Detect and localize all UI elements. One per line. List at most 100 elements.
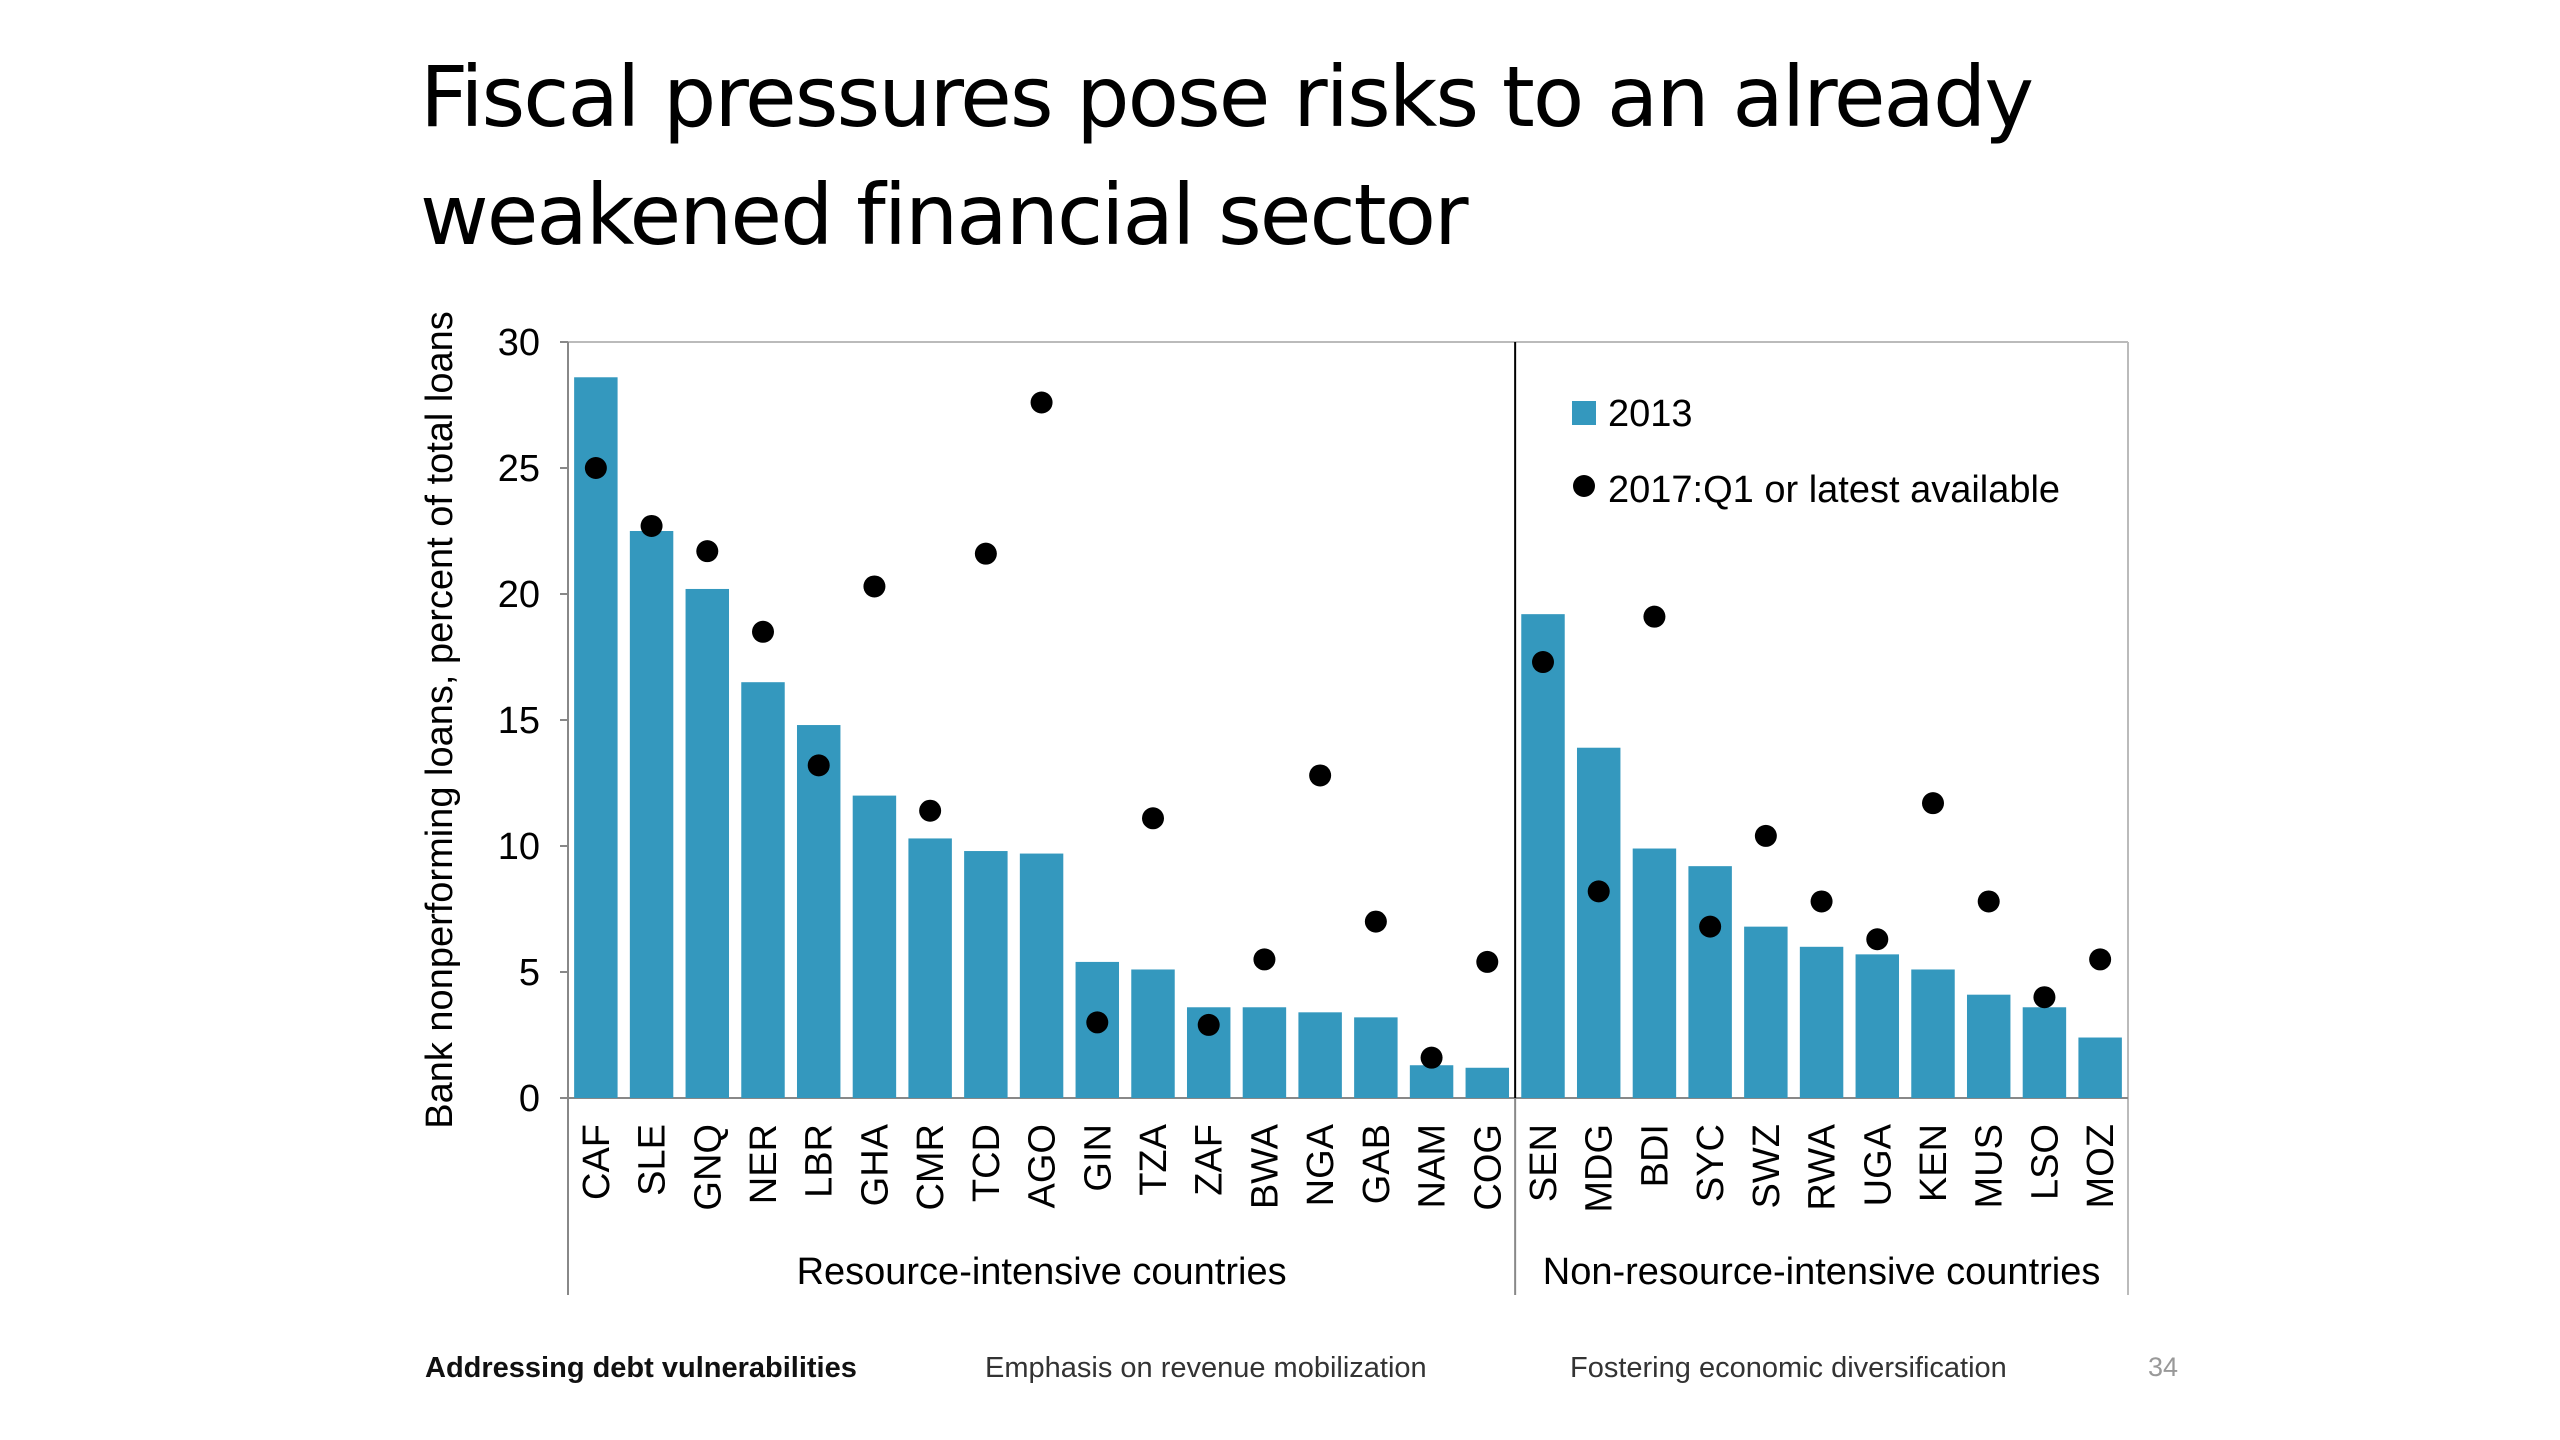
dot-bwa xyxy=(1253,948,1276,971)
bar-mus xyxy=(1966,994,2011,1098)
category-label-ago: AGO xyxy=(1022,1124,1064,1208)
bar-swz xyxy=(1744,926,1788,1098)
dot-gin xyxy=(1086,1011,1109,1034)
slide-title: Fiscal pressures pose risks to an alread… xyxy=(420,38,2220,274)
bars-2013 xyxy=(574,377,2122,1098)
dot-cog xyxy=(1476,950,1499,973)
category-label-syc: SYC xyxy=(1690,1124,1732,1202)
dot-nga xyxy=(1309,764,1332,787)
bar-nam xyxy=(1409,1065,1454,1098)
category-label-lso: LSO xyxy=(2024,1124,2066,1200)
bar-bwa xyxy=(1242,1007,1287,1098)
category-label-rwa: RWA xyxy=(1802,1123,1844,1210)
y-axis-title: Bank nonperforming loans, percent of tot… xyxy=(419,311,461,1129)
category-label-nam: NAM xyxy=(1412,1124,1454,1208)
dot-gab xyxy=(1364,910,1387,933)
y-tick-label: 25 xyxy=(498,448,540,490)
category-label-sen: SEN xyxy=(1523,1124,1565,1202)
category-label-cog: COG xyxy=(1467,1124,1509,1211)
y-tick-label: 20 xyxy=(498,574,540,616)
dot-lbr xyxy=(807,754,830,777)
bar-gha xyxy=(852,795,897,1098)
dot-caf xyxy=(584,457,607,479)
bar-tza xyxy=(1131,969,1175,1098)
dot-zaf xyxy=(1197,1013,1220,1036)
category-label-bdi: BDI xyxy=(1634,1124,1676,1187)
legend: 2013 2017:Q1 or latest available xyxy=(1572,393,2060,511)
dot-mus xyxy=(1977,890,2000,913)
dot-ago xyxy=(1030,391,1053,414)
legend-label-2013: 2013 xyxy=(1608,393,1693,435)
bar-bdi xyxy=(1632,848,1677,1098)
category-label-ken: KEN xyxy=(1913,1124,1955,1202)
category-label-cmr: CMR xyxy=(910,1124,952,1211)
category-label-mus: MUS xyxy=(1969,1124,2011,1208)
dot-cmr xyxy=(919,799,942,822)
y-tick-label: 5 xyxy=(519,952,540,994)
footer-nav-revenue[interactable]: Emphasis on revenue mobilization xyxy=(985,1352,1427,1384)
page-number: 34 xyxy=(2148,1352,2179,1382)
y-axis: 0 5 10 15 20 25 30 Bank nonperforming loans, pe… xyxy=(419,311,568,1129)
category-label-gnq: GNQ xyxy=(687,1124,729,1211)
y-tick-label: 0 xyxy=(519,1078,540,1120)
category-label-zaf: ZAF xyxy=(1189,1124,1231,1196)
y-tick-label: 15 xyxy=(498,700,540,742)
category-label-lbr: LBR xyxy=(799,1124,841,1198)
dot-swz xyxy=(1754,824,1777,847)
bar-mdg xyxy=(1576,747,1621,1098)
dot-uga xyxy=(1866,928,1889,951)
category-label-uga: UGA xyxy=(1857,1123,1899,1206)
category-label-caf: CAF xyxy=(576,1124,618,1200)
group-label-1: Resource-intensive countries xyxy=(797,1251,1287,1293)
category-label-swz: SWZ xyxy=(1746,1124,1788,1208)
bar-gnq xyxy=(685,588,730,1098)
bar-nga xyxy=(1298,1012,1342,1098)
x-axis: CAF SLE GNQ NER LBR GHA CMR TCD AGO GIN TZA ZAF BWA N… xyxy=(576,1123,2122,1293)
bar-caf xyxy=(574,377,618,1098)
y-tick-label: 10 xyxy=(498,826,540,868)
legend-label-2017q1: 2017:Q1 or latest available xyxy=(1608,469,2060,511)
bar-lso xyxy=(2022,1007,2067,1098)
dot-mdg xyxy=(1587,880,1610,903)
dot-tcd xyxy=(974,542,997,565)
dot-ner xyxy=(752,620,774,643)
category-label-sle: SLE xyxy=(632,1124,674,1196)
dot-syc xyxy=(1699,915,1722,938)
dots-2017q1 xyxy=(584,391,2112,1069)
bar-ago xyxy=(1019,853,1064,1098)
dot-sen xyxy=(1532,651,1554,674)
bar-gab xyxy=(1354,1017,1398,1098)
bar-ner xyxy=(741,682,785,1098)
category-label-bwa: BWA xyxy=(1244,1123,1286,1209)
dot-tza xyxy=(1142,807,1164,830)
bar-cmr xyxy=(908,838,952,1098)
category-label-tza: TZA xyxy=(1133,1123,1175,1195)
bar-moz xyxy=(2078,1037,2122,1098)
bar-syc xyxy=(1688,866,1732,1098)
category-label-ner: NER xyxy=(743,1124,785,1204)
category-label-nga: NGA xyxy=(1300,1123,1342,1206)
bar-uga xyxy=(1855,954,1900,1098)
footer-nav-diversification[interactable]: Fostering economic diversification xyxy=(1570,1352,2007,1384)
category-label-gab: GAB xyxy=(1356,1124,1398,1204)
bar-sle xyxy=(629,531,674,1098)
npl-chart: 0 5 10 15 20 25 30 Bank nonperforming loans, pe… xyxy=(419,311,2129,1295)
y-tick-label: 30 xyxy=(498,322,540,364)
dot-nam xyxy=(1420,1046,1443,1069)
category-label-moz: MOZ xyxy=(2080,1124,2122,1208)
footer-nav-debt[interactable]: Addressing debt vulnerabilities xyxy=(425,1352,857,1384)
bar-ken xyxy=(1911,969,1955,1098)
bar-cog xyxy=(1465,1067,1510,1098)
dot-lso xyxy=(2033,986,2056,1009)
dot-moz xyxy=(2089,948,2112,971)
category-label-gin: GIN xyxy=(1077,1124,1119,1192)
dot-sle xyxy=(640,514,663,537)
bar-rwa xyxy=(1799,946,1844,1098)
bar-tcd xyxy=(964,851,1008,1098)
category-label-mdg: MDG xyxy=(1579,1124,1621,1213)
dot-rwa xyxy=(1810,890,1833,913)
dot-gha xyxy=(863,575,886,598)
category-label-tcd: TCD xyxy=(966,1124,1008,1202)
slide-title-line-2: weakened financial sector xyxy=(420,166,1469,264)
dot-bdi xyxy=(1643,605,1666,628)
